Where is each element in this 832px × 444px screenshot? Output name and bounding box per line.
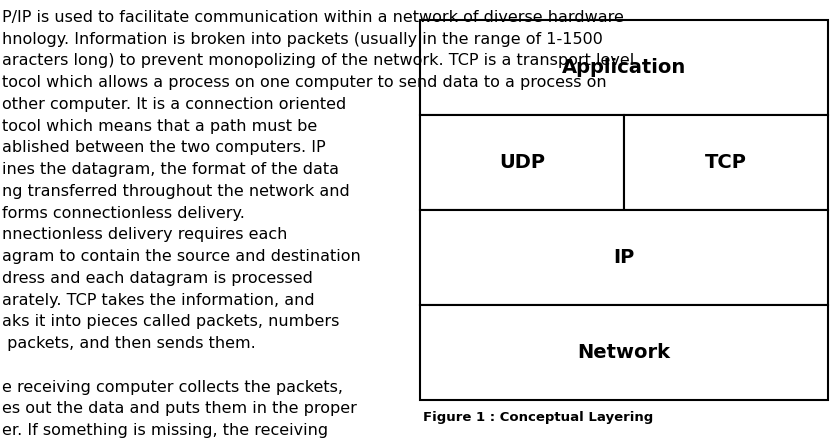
Bar: [420, 210, 828, 305]
Bar: [420, 305, 828, 400]
Text: TCP: TCP: [705, 153, 747, 172]
Text: tocol which allows a process on one computer to send data to a process on: tocol which allows a process on one comp…: [2, 75, 607, 90]
Bar: [420, 115, 624, 210]
Text: P/IP is used to facilitate communication within a network of diverse hardware: P/IP is used to facilitate communication…: [2, 10, 623, 25]
Text: e receiving computer collects the packets,: e receiving computer collects the packet…: [2, 380, 343, 395]
Text: nnectionless delivery requires each: nnectionless delivery requires each: [2, 227, 287, 242]
Text: dress and each datagram is processed: dress and each datagram is processed: [2, 271, 313, 286]
Text: tocol which means that a path must be: tocol which means that a path must be: [2, 119, 317, 134]
Text: arately. TCP takes the information, and: arately. TCP takes the information, and: [2, 293, 314, 308]
Text: Application: Application: [562, 58, 686, 77]
Text: aracters long) to prevent monopolizing of the network. TCP is a transport level: aracters long) to prevent monopolizing o…: [2, 53, 634, 68]
Text: es out the data and puts them in the proper: es out the data and puts them in the pro…: [2, 401, 357, 416]
Text: aks it into pieces called packets, numbers: aks it into pieces called packets, numbe…: [2, 314, 339, 329]
Bar: [624, 115, 828, 210]
Text: Network: Network: [577, 343, 671, 362]
Text: ablished between the two computers. IP: ablished between the two computers. IP: [2, 140, 325, 155]
Text: ines the datagram, the format of the data: ines the datagram, the format of the dat…: [2, 162, 339, 177]
Text: er. If something is missing, the receiving: er. If something is missing, the receivi…: [2, 423, 328, 438]
Text: IP: IP: [613, 248, 635, 267]
Text: Figure 1 : Conceptual Layering: Figure 1 : Conceptual Layering: [423, 411, 653, 424]
Text: hnology. Information is broken into packets (usually in the range of 1-1500: hnology. Information is broken into pack…: [2, 32, 602, 47]
Text: UDP: UDP: [499, 153, 545, 172]
Bar: [420, 20, 828, 115]
Text: agram to contain the source and destination: agram to contain the source and destinat…: [2, 249, 360, 264]
Text: ng transferred throughout the network and: ng transferred throughout the network an…: [2, 184, 349, 199]
Text: packets, and then sends them.: packets, and then sends them.: [2, 336, 255, 351]
Text: forms connectionless delivery.: forms connectionless delivery.: [2, 206, 245, 221]
Text: other computer. It is a connection oriented: other computer. It is a connection orien…: [2, 97, 346, 112]
